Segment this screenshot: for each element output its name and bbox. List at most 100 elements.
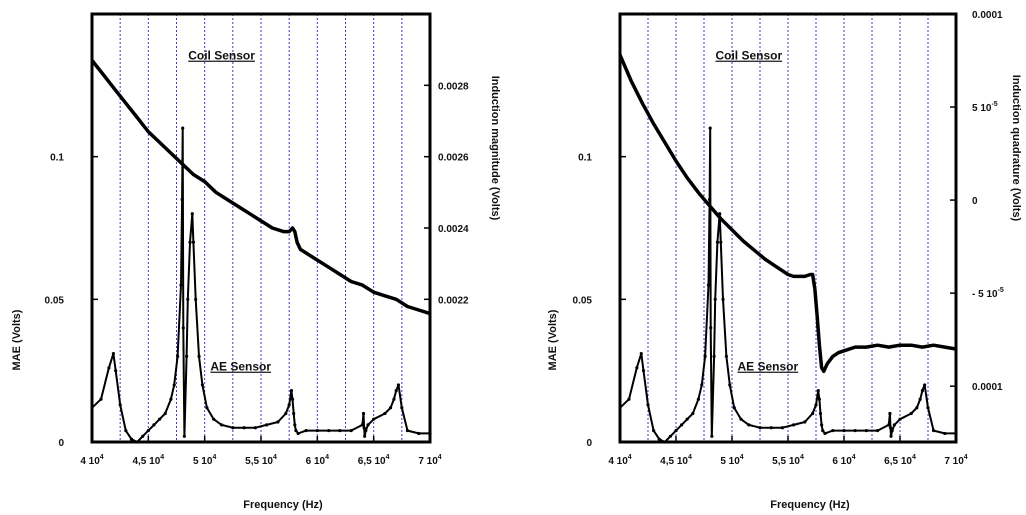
ae-sensor-point: [172, 383, 176, 387]
ae-sensor-point: [124, 428, 128, 433]
ae-sensor-point: [703, 354, 707, 358]
ae-sensor-point: [372, 417, 376, 421]
ae-sensor-point: [708, 126, 712, 130]
chart-panel-1: 4 104 4,5 104 5 104 5,5 104 6 104 6,5 104 7 10…: [11, 12, 501, 511]
ae-sensor-point: [111, 351, 116, 356]
x-tick-label: 7 104: [944, 454, 967, 467]
right-y-tick-label: 0.0028: [438, 81, 469, 92]
ae-sensor-point: [674, 428, 678, 433]
ae-sensor-point: [710, 434, 714, 438]
ae-sensor-point: [918, 397, 922, 401]
x-axis-title: Frequency (Hz): [243, 499, 323, 511]
ae-sensor-point: [292, 411, 296, 416]
ae-sensor-point: [646, 403, 650, 407]
right-y-tick-label: - 5 10-5: [972, 287, 1004, 300]
ae-sensor-point: [780, 426, 785, 430]
x-tick-label: 7 104: [418, 454, 441, 467]
ae-sensor-point: [708, 197, 712, 202]
ae-sensor-point: [719, 240, 723, 244]
chart-panel-2: 4 104 4,5 104 5 104 5,5 104 6 104 6,5 104 7 10…: [547, 10, 1022, 511]
left-y-tick-label: 0: [586, 438, 592, 449]
ae-sensor-point: [769, 426, 773, 430]
ae-sensor-point: [188, 240, 192, 244]
ae-sensor-point: [739, 417, 743, 421]
ae-sensor-point: [888, 411, 892, 416]
ae-sensor-point: [190, 212, 194, 216]
ae-sensor-point: [366, 423, 370, 427]
ae-sensor-point: [816, 389, 820, 393]
ae-sensor-point: [712, 354, 716, 358]
ae-sensor-point: [191, 240, 195, 244]
annotation-label: AE Sensor: [737, 360, 798, 374]
ae-sensor-point: [294, 428, 298, 433]
ae-sensor-point: [920, 389, 925, 393]
ae-sensor-point: [821, 428, 825, 433]
ae-sensor-point: [758, 426, 762, 430]
ae-sensor-point: [943, 431, 947, 436]
ae-sensor-point: [627, 397, 631, 401]
ae-sensor-point: [146, 428, 150, 433]
x-axis-title: Frequency (Hz): [770, 499, 850, 511]
ae-sensor-point: [641, 369, 646, 373]
annotation-label: Coil Sensor: [188, 49, 255, 63]
ae-sensor-point: [118, 403, 122, 407]
ae-sensor-point: [713, 297, 717, 301]
x-tick-label: 6 104: [832, 454, 855, 467]
ae-sensor-point: [909, 411, 913, 416]
ae-sensor-point: [657, 437, 661, 441]
ae-sensor-point: [892, 423, 897, 427]
ae-sensor-point: [296, 431, 300, 436]
ae-sensor-point: [107, 366, 111, 370]
ae-sensor-point: [680, 423, 684, 427]
ae-sensor-point: [915, 406, 919, 410]
ae-sensor-point: [361, 411, 366, 416]
ae-sensor-point: [831, 428, 835, 433]
ae-sensor-point: [141, 434, 145, 438]
ae-sensor-point: [231, 426, 235, 430]
annotation-label: Coil Sensor: [715, 49, 782, 63]
ae-sensor-point: [265, 423, 269, 427]
ae-sensor-point: [668, 434, 673, 438]
ae-sensor-point: [706, 283, 711, 287]
ae-sensor-point: [954, 431, 958, 436]
ae-sensor-point: [158, 417, 162, 421]
x-tick-label: 4 104: [608, 454, 631, 467]
ae-sensor-point: [820, 423, 824, 427]
right-y-tick-label: 5 10-5: [972, 101, 998, 114]
ae-sensor-point: [388, 406, 393, 410]
ae-sensor-point: [721, 297, 725, 301]
ae-sensor-point: [185, 354, 189, 358]
right-y-tick-label: 0.0001: [972, 10, 1003, 21]
ae-sensor-point: [618, 406, 622, 410]
ae-sensor-point: [176, 354, 180, 358]
right-y-axis-title: Induction magnitude (Volts): [489, 76, 501, 221]
ae-sensor-point: [287, 403, 291, 407]
ae-sensor-point: [691, 411, 695, 416]
ae-sensor-point: [923, 383, 927, 387]
ae-sensor-point: [888, 426, 893, 430]
ae-sensor-point: [169, 397, 173, 401]
x-tick-label: 4,5 104: [660, 454, 692, 467]
coil-sensor-line: [618, 54, 957, 374]
ae-sensor-point: [876, 428, 880, 433]
ae-sensor-point: [428, 431, 432, 436]
ae-sensor-point: [180, 197, 184, 202]
left-y-tick-label: 0.1: [578, 153, 592, 164]
ae-sensor-point: [853, 428, 857, 433]
x-tick-label: 4 104: [80, 454, 103, 467]
x-tick-label: 6,5 104: [358, 454, 390, 467]
ae-sensor-point: [290, 397, 295, 401]
ae-sensor-point: [732, 406, 736, 410]
x-tick-label: 6,5 104: [884, 454, 916, 467]
right-y-tick-label: 0.0022: [438, 295, 469, 306]
ae-sensor-point: [179, 283, 183, 287]
ae-sensor-point: [197, 354, 201, 358]
ae-sensor-point: [194, 297, 198, 301]
ae-sensor-point: [90, 406, 94, 410]
ae-sensor-point: [898, 417, 902, 421]
ae-sensor-point: [639, 351, 643, 356]
left-y-tick-label: 0.05: [45, 295, 65, 306]
ae-sensor-point: [728, 383, 732, 387]
ae-sensor-point: [396, 383, 401, 387]
